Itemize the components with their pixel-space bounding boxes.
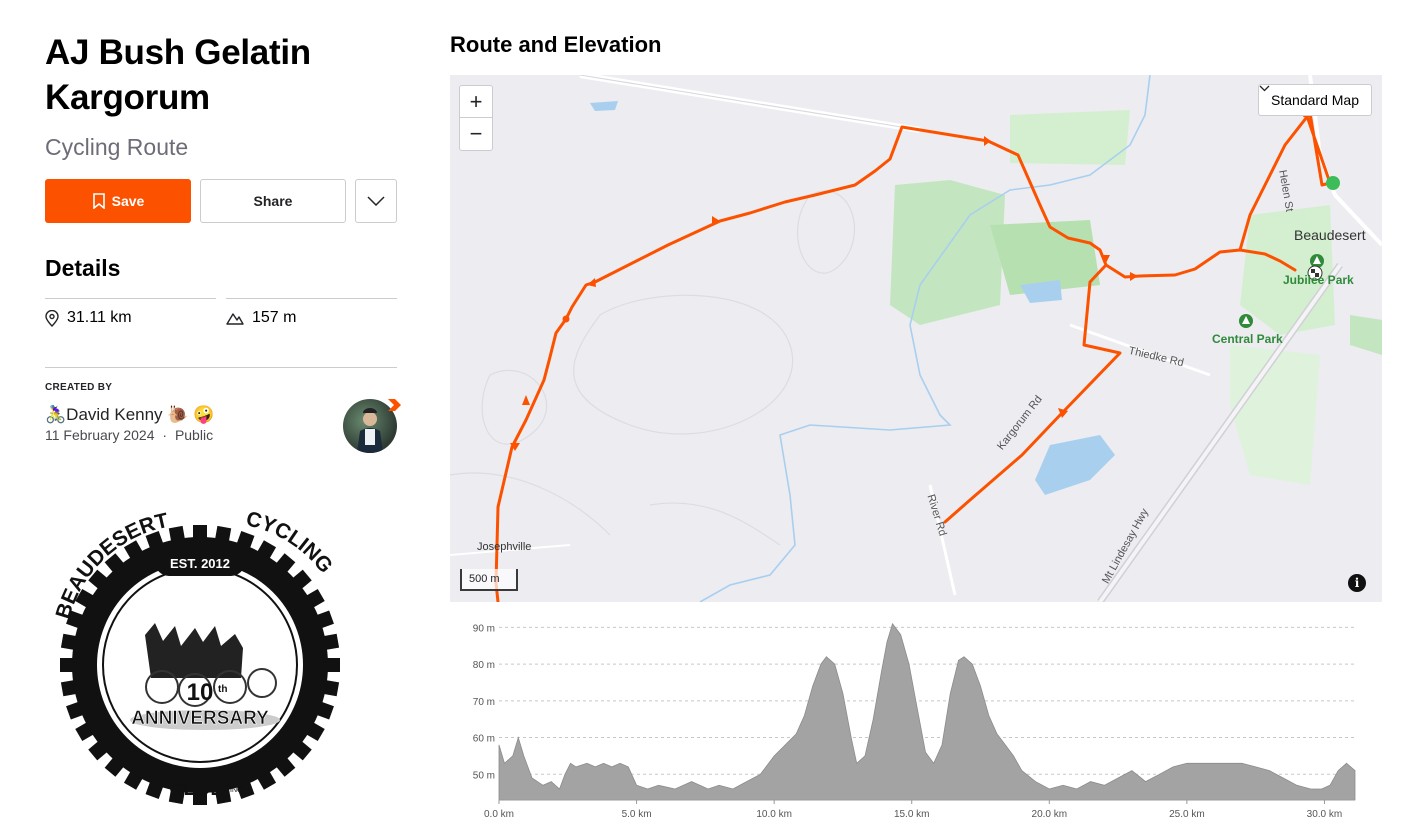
logo-club: CLUB (169, 778, 225, 800)
divider (45, 367, 397, 368)
avatar-photo (357, 408, 383, 453)
logo-inc: INC. (230, 787, 244, 794)
logo-anniversary: ANNIVERSARY (131, 708, 269, 729)
avatar[interactable] (343, 399, 397, 453)
strava-badge-icon (388, 399, 401, 411)
x-tick-label: 20.0 km (1032, 809, 1068, 820)
creator-block: 🚴‍♀️David Kenny 🐌 🤪 11 February 2024 · P… (45, 399, 401, 455)
x-tick-label: 0.0 km (484, 809, 514, 820)
created-date: 11 February 2024 (45, 427, 155, 443)
y-tick-label: 90 m (473, 623, 495, 634)
logo-tenth: 10 (187, 679, 214, 706)
bookmark-icon (92, 193, 105, 209)
x-tick-label: 5.0 km (622, 809, 652, 820)
x-tick-label: 30.0 km (1307, 809, 1343, 820)
map-type-label: Standard Map (1271, 92, 1359, 108)
creator-name-link[interactable]: 🚴‍♀️David Kenny 🐌 🤪 (45, 405, 215, 424)
details-heading: Details (45, 255, 121, 281)
logo-est: EST. 2012 (170, 556, 230, 571)
start-marker (1326, 176, 1340, 190)
elevation-area (498, 622, 1356, 801)
y-tick-label: 80 m (473, 660, 495, 671)
distance-stat: 31.11 km (45, 298, 216, 327)
zoom-control: + − (459, 85, 493, 151)
logo-tenth-suffix: th (218, 684, 227, 695)
mountain-icon (226, 313, 244, 325)
map-label-josephville: Josephville (477, 541, 532, 553)
y-tick-label: 70 m (473, 697, 495, 708)
more-options-button[interactable] (355, 179, 397, 223)
y-tick-label: 60 m (473, 734, 495, 745)
creator-meta: 11 February 2024 · Public (45, 427, 397, 443)
map-label-jubilee-park: Jubilee Park (1283, 273, 1354, 287)
share-button[interactable]: Share (200, 179, 346, 223)
action-bar: Save Share (45, 179, 397, 223)
created-by-label: CREATED BY (45, 382, 113, 393)
park-marker-central (1239, 314, 1253, 328)
club-logo: EST. 2012 10 th ANNIVERSARY BEAUDESERT C… (52, 507, 340, 805)
route-title: AJ Bush Gelatin Kargorum (45, 33, 311, 117)
x-tick-label: 25.0 km (1169, 809, 1205, 820)
visibility-status: Public (174, 427, 214, 443)
meta-separator: · (162, 427, 168, 443)
zoom-in-button[interactable]: + (460, 86, 492, 118)
location-pin-icon (45, 309, 59, 327)
route-type: Cycling Route (45, 134, 189, 160)
elevation-gain-value: 157 m (252, 309, 297, 326)
zoom-out-button[interactable]: − (469, 121, 483, 146)
chevron-down-icon (367, 196, 385, 206)
map-info-icon[interactable]: i (1348, 574, 1366, 592)
map-label-central-park: Central Park (1212, 332, 1283, 346)
y-tick-label: 50 m (473, 770, 495, 781)
x-tick-label: 10.0 km (756, 809, 792, 820)
distance-value: 31.11 km (67, 309, 132, 326)
map-canvas (450, 75, 1382, 602)
map-label-town: Beaudesert (1294, 227, 1366, 243)
save-button[interactable]: Save (45, 179, 191, 223)
share-label: Share (253, 193, 293, 209)
route-summary-panel: AJ Bush Gelatin Kargorum Cycling Route S… (45, 30, 401, 455)
route-map[interactable]: Beaudesert Jubilee Park Central Park Hel… (450, 75, 1382, 602)
finish-flag-icon (1307, 265, 1323, 281)
elevation-stat: 157 m (226, 298, 397, 327)
elevation-chart[interactable]: 50 m 60 m 70 m 80 m 90 m 0.0 km 5.0 km 10.0 km 1… (450, 612, 1382, 827)
chevron-down-icon (1259, 85, 1270, 92)
save-label: Save (111, 193, 145, 209)
park-marker-jubilee (1310, 254, 1324, 268)
map-scale-bar: 500 m (460, 569, 518, 591)
map-type-select[interactable]: Standard Map (1258, 84, 1372, 116)
route-stats: 31.11 km 157 m (45, 298, 397, 327)
x-tick-label: 15.0 km (894, 809, 930, 820)
map-section-heading: Route and Elevation (450, 32, 662, 57)
